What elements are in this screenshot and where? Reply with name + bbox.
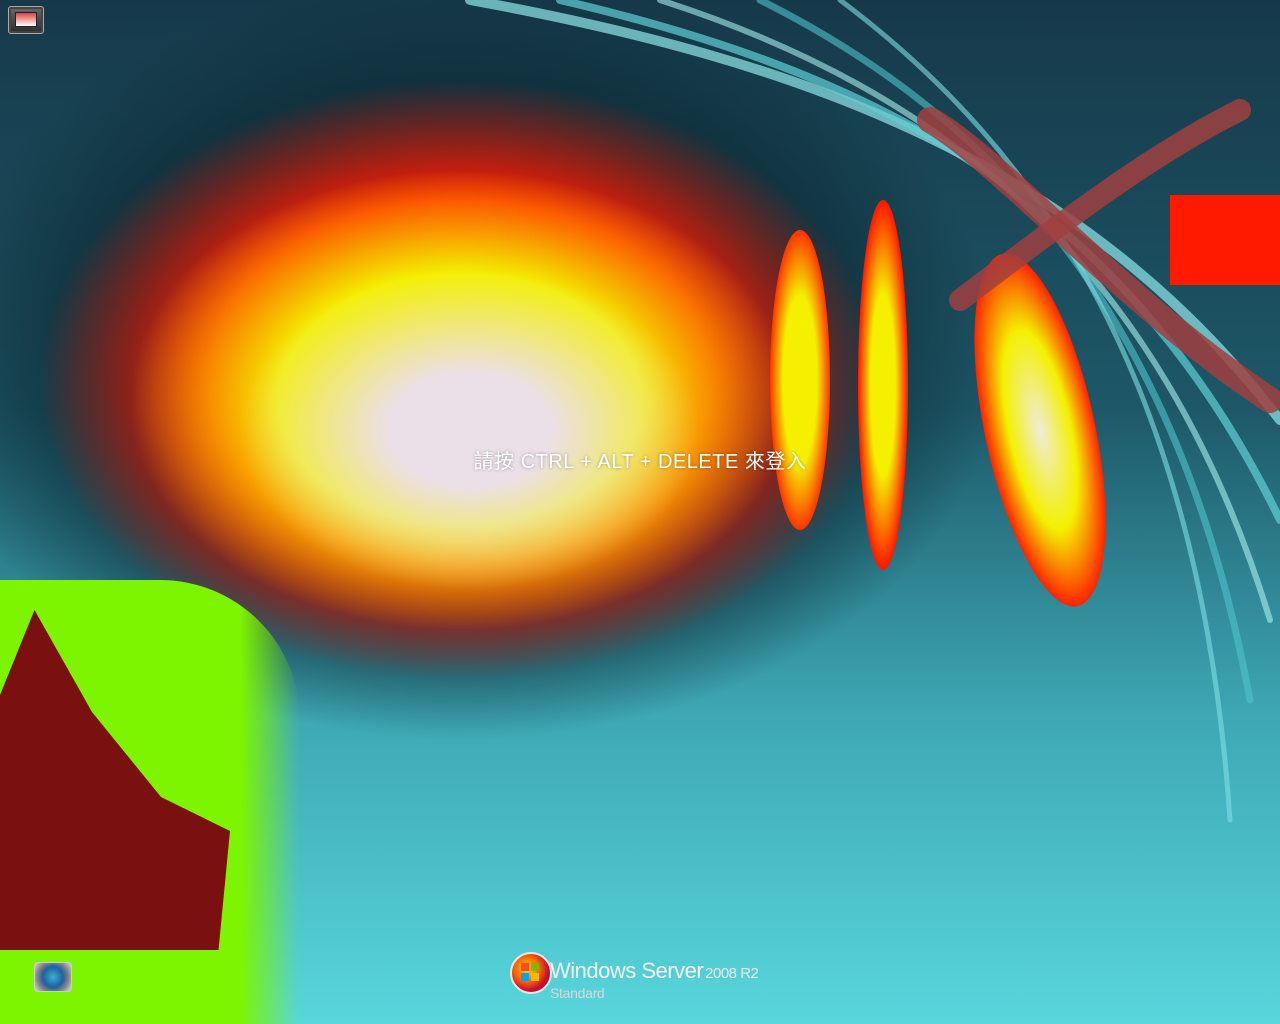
logo-version: 2008 R2 [705, 965, 759, 982]
windows-orb-icon [510, 952, 552, 994]
wallpaper-stripe [770, 230, 830, 530]
display-switch-icon[interactable] [8, 6, 44, 34]
wallpaper-band [1170, 195, 1280, 285]
wallpaper-stripe [858, 200, 908, 570]
logo-product: Windows Server 2008 R2 [550, 958, 759, 984]
logon-prompt: 請按 CTRL + ALT + DELETE 來登入 [473, 451, 807, 473]
logo-edition: Standard [550, 985, 605, 1001]
logo-product-name: Windows Server [550, 958, 704, 983]
ease-of-access-icon[interactable] [34, 962, 72, 992]
windows-server-logo: Windows Server 2008 R2 Standard [510, 950, 810, 1010]
